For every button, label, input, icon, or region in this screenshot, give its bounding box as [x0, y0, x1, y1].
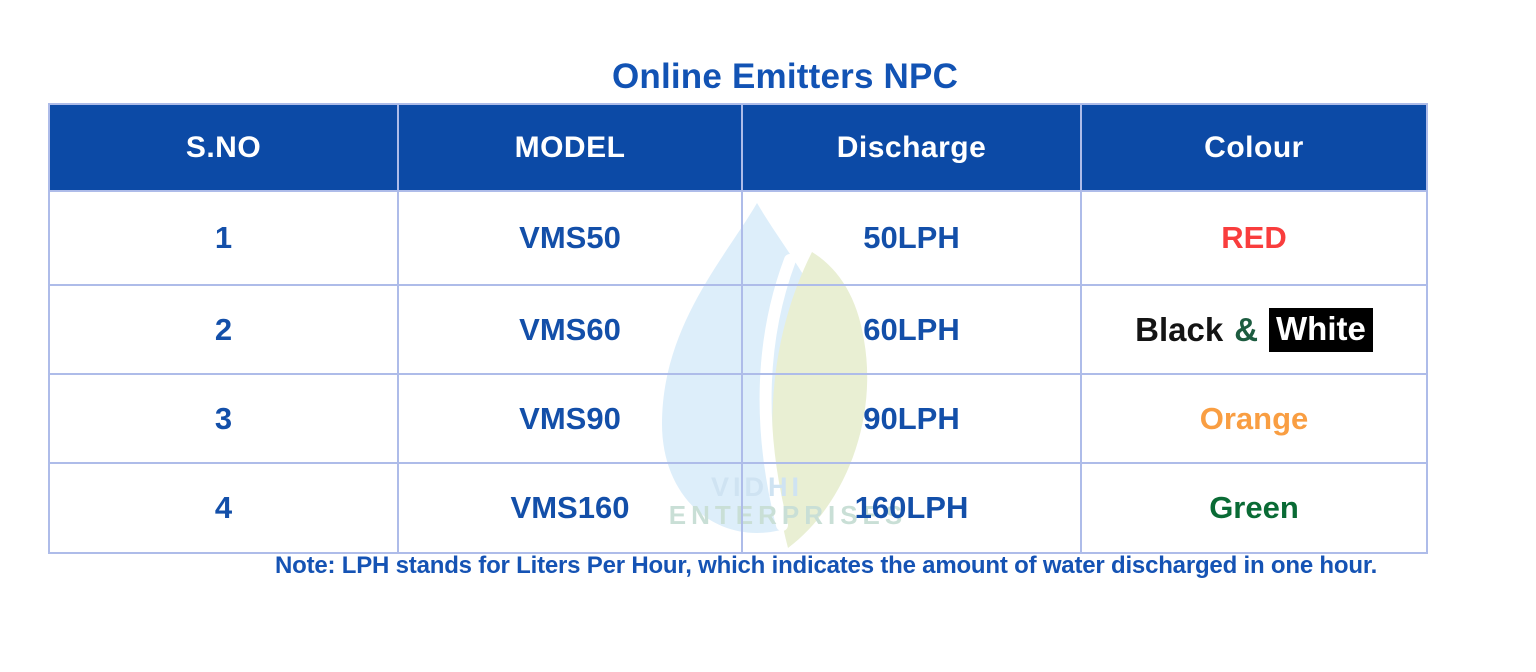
- colour-value-white-highlighted: White: [1269, 307, 1373, 352]
- table-cell-discharge: 90LPH: [743, 375, 1082, 464]
- colour-value-orange: Orange: [1199, 400, 1309, 436]
- table-cell-sno: 4: [50, 464, 399, 552]
- footnote: Note: LPH stands for Liters Per Hour, wh…: [275, 552, 1378, 579]
- column-header-colour: Colour: [1082, 105, 1426, 192]
- table-cell-colour: RED: [1082, 192, 1426, 286]
- table-cell-colour: Black & White: [1082, 286, 1426, 375]
- table-cell-model: VMS90: [399, 375, 743, 464]
- colour-value-red: RED: [1221, 220, 1287, 255]
- colour-value-black: Black: [1135, 310, 1224, 348]
- table-cell-discharge: 160LPH: [743, 464, 1082, 552]
- table-cell-discharge: 50LPH: [743, 192, 1082, 286]
- table-cell-sno: 3: [50, 375, 399, 464]
- column-header-model: MODEL: [399, 105, 743, 192]
- column-header-discharge: Discharge: [743, 105, 1082, 192]
- column-header-sno: S.NO: [50, 105, 399, 192]
- table-cell-colour: Orange: [1082, 375, 1426, 464]
- table-cell-sno: 1: [50, 192, 399, 286]
- table-cell-sno: 2: [50, 286, 399, 375]
- table-cell-model: VMS50: [399, 192, 743, 286]
- emitters-table: S.NO MODEL Discharge Colour 1 VMS50 50LP…: [48, 103, 1428, 554]
- table-cell-discharge: 60LPH: [743, 286, 1082, 375]
- page-title: Online Emitters NPC: [611, 57, 959, 96]
- ampersand: &: [1234, 310, 1259, 348]
- table-cell-colour: Green: [1082, 464, 1426, 552]
- table-cell-model: VMS160: [399, 464, 743, 552]
- colour-value-green: Green: [1209, 490, 1299, 525]
- table-cell-model: VMS60: [399, 286, 743, 375]
